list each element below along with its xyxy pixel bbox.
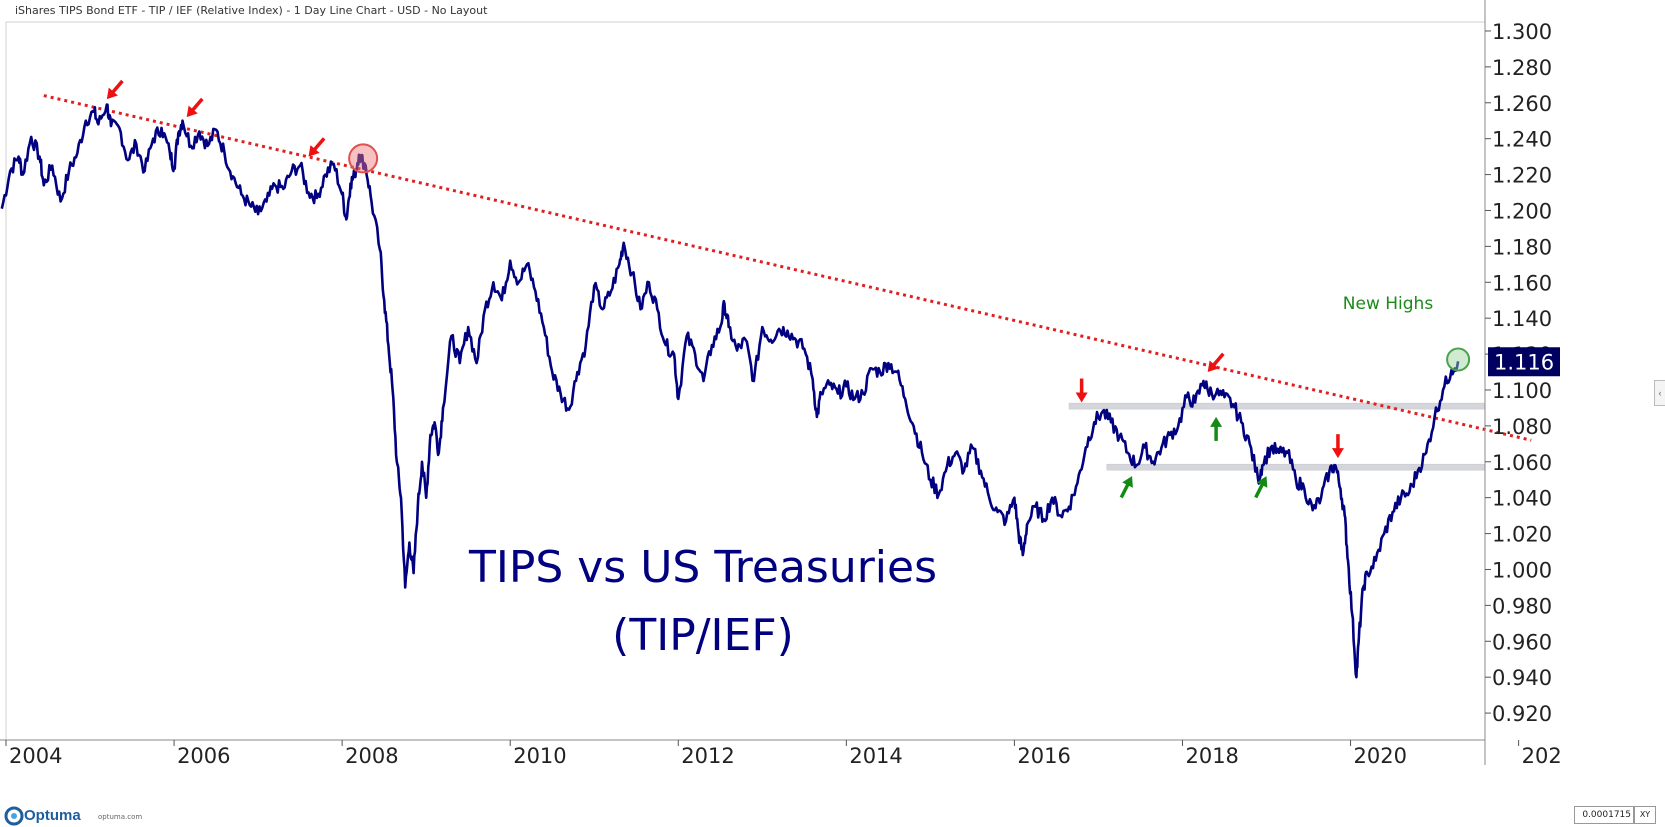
green-arrow-icon (1254, 482, 1265, 499)
y-tick-label: 1.080 (1492, 415, 1552, 439)
green-arrow-icon (1119, 482, 1131, 499)
y-tick-label: 1.180 (1492, 235, 1552, 259)
x-tick-label: 2014 (849, 744, 902, 768)
last-value-marker: 1.116 (1488, 347, 1560, 377)
y-tick-label: 1.220 (1492, 164, 1552, 188)
red-arrow-icon-head (1207, 360, 1219, 373)
chart-title-group: TIPS vs US Treasuries (TIP/IEF) (468, 542, 937, 661)
trendline-layer (43, 94, 1532, 442)
green-arrow-icon-head (1256, 476, 1268, 488)
y-tick-label: 1.240 (1492, 128, 1552, 152)
collapse-panel-tab[interactable]: ‹ (1654, 380, 1665, 406)
y-axis: 1.300 1.280 1.260 1.240 1.220 1.200 1.180 1.160… (1484, 0, 1552, 765)
y-tick-label: 1.160 (1492, 271, 1552, 295)
green-arrow-icon-head (1122, 476, 1133, 488)
green-arrow-icon-head (1210, 416, 1223, 427)
scale-readout[interactable]: 0.0001715 (1574, 806, 1634, 824)
x-tick-label: 2016 (1017, 744, 1070, 768)
optuma-logo-text: Optuma (24, 807, 81, 824)
y-tick-label: 1.280 (1492, 56, 1552, 80)
x-tick-label: 202 (1522, 744, 1562, 768)
horizontal-band (1068, 402, 1486, 410)
red-arrow-icon (312, 137, 326, 152)
y-tick-label: 1.060 (1492, 451, 1552, 475)
new-high-circle (1446, 347, 1471, 372)
descending-trendline (43, 94, 1532, 442)
y-tick-label: 0.940 (1492, 666, 1552, 690)
horizontal-band (1106, 463, 1486, 471)
y-tick-label: 1.200 (1492, 199, 1552, 223)
red-arrow-icon-head (308, 145, 320, 157)
optuma-url[interactable]: optuma.com (98, 813, 143, 821)
y-axis-panel (1485, 0, 1665, 827)
y-tick-label: 0.920 (1492, 702, 1552, 726)
optuma-logo-icon (4, 806, 24, 826)
x-tick-label: 2008 (345, 744, 398, 768)
y-tick-label: 0.960 (1492, 630, 1552, 654)
last-value-bg (1488, 347, 1560, 377)
last-value-label: 1.116 (1494, 350, 1554, 374)
y-tick-label: 1.260 (1492, 92, 1552, 116)
chart-title-line-1: TIPS vs US Treasuries (468, 542, 937, 593)
red-arrow-icon (110, 79, 124, 95)
y-tick-label: 1.140 (1492, 307, 1552, 331)
red-arrow-icon-head (186, 105, 198, 118)
y-tick-label: 1.100 (1492, 379, 1552, 403)
chart-title-line-2: (TIP/IEF) (612, 610, 794, 661)
plot-frame (5, 0, 1665, 827)
red-arrow-icon-head (106, 87, 118, 100)
resistance-highlight-circle (348, 143, 379, 174)
x-tick-label: 2020 (1354, 744, 1407, 768)
red-arrow-icon (1211, 352, 1225, 368)
y-tick-label: 1.300 (1492, 20, 1552, 44)
y-tick-label: 1.040 (1492, 487, 1552, 511)
x-axis: 2004 2006 2008 2010 2012 2014 2016 2018 2020 202 (0, 739, 1562, 768)
x-tick-label: 2012 (681, 744, 734, 768)
new-highs-label: New Highs (1343, 294, 1434, 314)
annotation-marks (106, 79, 1471, 499)
series-line-tip-ief (0, 103, 1460, 679)
x-tick-label: 2006 (177, 744, 230, 768)
y-tick-label: 0.980 (1492, 594, 1552, 618)
x-tick-label: 2004 (9, 744, 62, 768)
xy-toggle-button[interactable]: XY (1634, 806, 1656, 824)
y-tick-label: 1.000 (1492, 558, 1552, 582)
x-tick-label: 2010 (513, 744, 566, 768)
red-arrow-icon-head (1075, 392, 1088, 403)
red-arrow-icon-head (1331, 448, 1344, 459)
x-tick-label: 2018 (1185, 744, 1238, 768)
chart-window-title: iShares TIPS Bond ETF - TIP / IEF (Relat… (15, 4, 488, 17)
y-tick-label: 1.020 (1492, 523, 1552, 547)
red-arrow-icon (190, 97, 204, 113)
series-layer (0, 103, 1460, 679)
